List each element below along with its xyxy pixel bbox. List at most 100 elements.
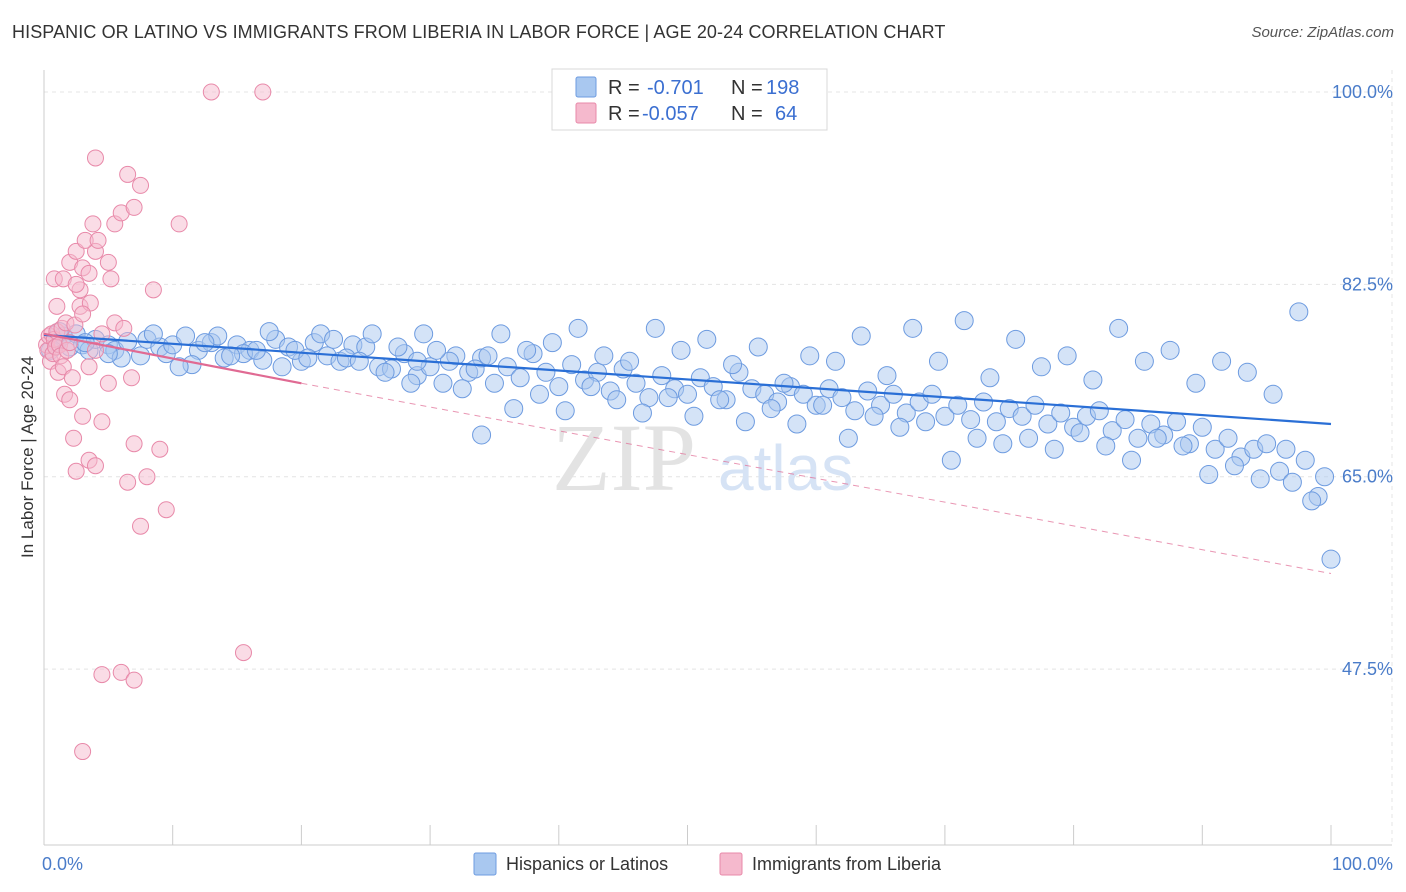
trendline-pink-2 [301,382,1332,574]
pink-point-54 [86,457,104,475]
blue-point-141 [980,368,1000,388]
y-tick-label-3: 47.5% [1342,659,1393,679]
blue-point-128 [645,318,665,338]
blue-point-51 [626,373,646,393]
blue-point-144 [1057,346,1077,366]
blue-point-176 [710,390,730,410]
blue-point-126 [594,346,614,366]
y-tick-label-2: 65.0% [1342,467,1393,487]
pink-point-45 [74,305,92,323]
blue-point-127 [620,351,640,371]
y-tick-labels: 100.0% 82.5% 65.0% 47.5% [1332,82,1393,679]
blue-point-113 [259,322,279,342]
blue-point-180 [813,395,833,415]
bottom-legend-swatch-blue [473,852,497,876]
blue-point-101 [1270,461,1290,481]
pink-point-31 [99,253,117,271]
x-tick-label-left: 0.0% [42,854,83,874]
legend-n-value-blue: 198 [766,77,799,99]
blue-point-124 [542,333,562,353]
blue-point-45 [549,377,569,397]
pink-point-69 [112,663,130,681]
blue-point-46 [562,355,582,375]
blue-point-161 [324,329,344,349]
pink-point-29 [84,215,102,233]
blue-point-77 [961,410,981,430]
pink-point-43 [115,319,133,337]
pink-point-13 [54,358,72,376]
blue-point-122 [491,324,511,344]
blue-point-167 [478,346,498,366]
blue-point-53 [652,366,672,386]
trendlines [43,332,1332,574]
blue-point-130 [697,329,717,349]
blue-point-134 [800,346,820,366]
source-credit: Source: ZipAtlas.com [1251,24,1394,41]
pink-point-30 [89,231,107,249]
blue-point-137 [877,366,897,386]
blue-point-192 [1122,450,1142,470]
bottom-legend-label-blue: Hispanics or Latinos [506,854,668,874]
blue-point-196 [1224,456,1244,476]
pink-point-25 [80,264,98,282]
blue-point-97 [1218,428,1238,448]
blue-point-184 [916,412,936,432]
blue-point-123 [517,340,537,360]
blue-point-146 [1109,318,1129,338]
blue-point-163 [375,362,395,382]
blue-point-173 [632,403,652,423]
blue-point-67 [832,388,852,408]
axes [43,70,1392,846]
pink-point-59 [151,440,169,458]
blue-point-174 [658,388,678,408]
pink-point-71 [234,644,252,662]
pink-point-49 [123,369,141,387]
blue-point-96 [1205,439,1225,459]
pink-point-32 [102,270,120,288]
blue-point-131 [723,355,743,375]
x-tick-label-right: 100.0% [1332,854,1393,874]
chart-title: HISPANIC OR LATINO VS IMMIGRANTS FROM LI… [12,22,946,42]
blue-point-68 [845,401,865,421]
blue-point-186 [967,428,987,448]
legend-r-value-pink: -0.057 [642,103,699,125]
series-legend: Hispanics or Latinos Immigrants from Lib… [473,852,942,876]
series-hispanics-points [40,302,1341,569]
pink-point-58 [125,435,143,453]
pink-point-50 [93,413,111,431]
blue-point-198 [1276,439,1296,459]
blue-point-40 [484,373,504,393]
blue-point-81 [1012,406,1032,426]
blue-point-82 [1025,395,1045,415]
blue-point-119 [414,324,434,344]
bottom-legend-swatch-pink [719,852,743,876]
y-tick-label-0: 100.0% [1332,82,1393,102]
blue-point-162 [349,351,369,371]
blue-point-187 [993,434,1013,454]
y-tick-label-1: 82.5% [1342,274,1393,294]
pink-point-44 [86,341,104,359]
blue-point-202 [1315,467,1335,487]
correlation-legend: R = -0.701 N = 198 R = -0.057 N = 64 [551,68,828,131]
pink-point-65 [119,165,137,183]
blue-point-170 [555,401,575,421]
watermark: ZIP atlas [552,404,853,511]
blue-point-172 [607,390,627,410]
blue-point-148 [1160,340,1180,360]
pink-point-68 [93,666,111,684]
pink-point-37 [144,281,162,299]
blue-point-95 [1192,417,1212,437]
blue-point-142 [1006,329,1026,349]
pink-point-62 [202,83,220,101]
bottom-legend-label-pink: Immigrants from Liberia [752,854,942,874]
blue-point-83 [1038,414,1058,434]
blue-point-150 [1212,351,1232,371]
legend-n-label-blue: N = [731,77,763,99]
watermark-zip: ZIP [552,404,696,511]
blue-point-195 [1199,465,1219,485]
blue-point-200 [472,425,492,445]
pink-point-60 [132,517,150,535]
blue-point-138 [903,318,923,338]
blue-point-89 [1115,410,1135,430]
